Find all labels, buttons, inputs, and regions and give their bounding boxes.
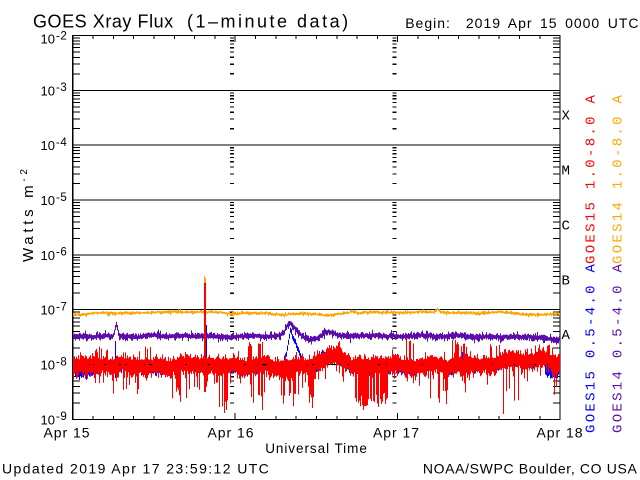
svg-text:GOES14 0.5-4.0 A: GOES14 0.5-4.0 A	[611, 262, 627, 433]
svg-text:X: X	[562, 109, 571, 125]
svg-text:Updated 2019 Apr 17 23:59:12 U: Updated 2019 Apr 17 23:59:12 UTC	[2, 461, 270, 477]
svg-text:-3: -3	[56, 82, 67, 94]
svg-text:-4: -4	[56, 137, 67, 149]
svg-text:(1–minute data): (1–minute data)	[187, 12, 351, 32]
svg-text:10: 10	[41, 83, 55, 98]
svg-text:GOES15 0.5-4.0 A: GOES15 0.5-4.0 A	[584, 262, 600, 433]
svg-text:Watts m-2: Watts m-2	[19, 165, 37, 262]
svg-text:10: 10	[41, 303, 55, 318]
svg-text:10: 10	[41, 358, 55, 373]
svg-text:-8: -8	[56, 356, 67, 368]
svg-text:Universal Time: Universal Time	[265, 441, 368, 456]
svg-text:-2: -2	[56, 31, 67, 43]
svg-text:GOES15 1.0-8.0 A: GOES15 1.0-8.0 A	[584, 93, 600, 264]
svg-text:Apr 18: Apr 18	[537, 425, 584, 441]
svg-text:-9: -9	[56, 411, 67, 423]
svg-text:GOES14 1.0-8.0 A: GOES14 1.0-8.0 A	[611, 93, 627, 264]
svg-text:A: A	[562, 328, 571, 344]
svg-text:NOAA/SWPC Boulder, CO USA: NOAA/SWPC Boulder, CO USA	[423, 461, 638, 477]
svg-text:M: M	[562, 164, 570, 180]
svg-text:-5: -5	[56, 192, 67, 204]
svg-text:GOES Xray Flux: GOES Xray Flux	[33, 12, 174, 32]
svg-text:Apr 15: Apr 15	[44, 425, 91, 441]
svg-text:10: 10	[41, 32, 55, 47]
svg-text:Begin: 2019 Apr 15 0000 UTC: Begin: 2019 Apr 15 0000 UTC	[405, 15, 639, 31]
svg-text:10: 10	[41, 412, 55, 427]
svg-text:Apr 17: Apr 17	[373, 425, 420, 441]
svg-text:10: 10	[41, 193, 55, 208]
svg-text:Apr 16: Apr 16	[208, 425, 255, 441]
svg-text:10: 10	[41, 248, 55, 263]
svg-text:B: B	[562, 273, 570, 289]
svg-text:C: C	[562, 218, 570, 234]
svg-text:-7: -7	[56, 302, 67, 314]
svg-text:-6: -6	[56, 247, 67, 259]
svg-text:10: 10	[41, 138, 55, 153]
